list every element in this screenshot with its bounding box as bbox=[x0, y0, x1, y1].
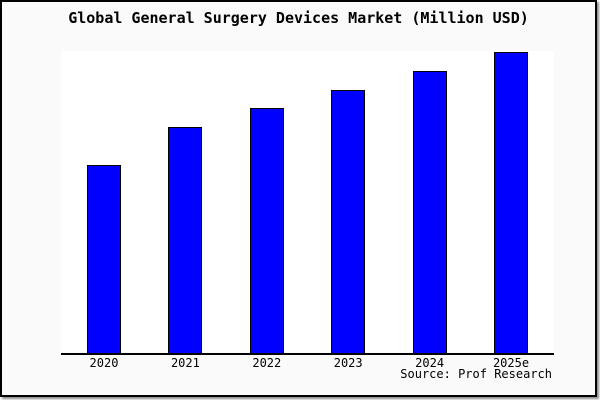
x-axis-label-2021: 2021 bbox=[170, 356, 200, 370]
bar-2024 bbox=[412, 71, 447, 353]
bar-2025e bbox=[494, 52, 528, 353]
x-axis-label-2025e: 2025e bbox=[492, 356, 530, 370]
x-axis-label-2024: 2024 bbox=[415, 356, 445, 370]
x-axis-label-2020: 2020 bbox=[89, 356, 119, 370]
bar-2022 bbox=[249, 108, 284, 353]
bar-2023 bbox=[331, 90, 366, 353]
bar-2021 bbox=[168, 127, 203, 353]
plot-area bbox=[61, 51, 554, 355]
x-axis-label-2023: 2023 bbox=[333, 356, 363, 370]
source-label: Source: Prof Research bbox=[400, 367, 552, 381]
chart-title: Global General Surgery Devices Market (M… bbox=[68, 9, 529, 27]
x-axis-label-2022: 2022 bbox=[252, 356, 282, 370]
bar-2020 bbox=[87, 165, 121, 353]
